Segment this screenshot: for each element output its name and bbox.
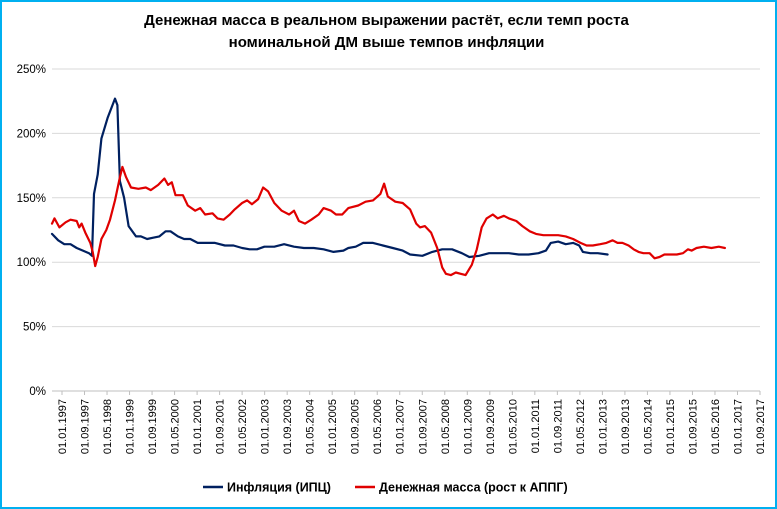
- x-tick-label: 01.09.1999: [147, 399, 159, 454]
- x-tick-label: 01.05.1998: [102, 399, 114, 454]
- series-line-2: [50, 165, 726, 277]
- x-tick-label: 01.09.2013: [620, 399, 632, 454]
- y-tick-label: 200%: [17, 128, 46, 140]
- x-tick-label: 01.01.2013: [597, 399, 609, 454]
- x-tick-label: 01.09.2005: [350, 399, 362, 454]
- x-tick-label: 01.01.2005: [327, 399, 339, 454]
- x-tick-label: 01.05.2012: [575, 399, 587, 454]
- x-tick-label: 01.01.1997: [57, 399, 69, 454]
- legend-label-2: Денежная масса (рост к АППГ): [379, 481, 568, 495]
- x-tick-label: 01.05.2000: [170, 399, 182, 454]
- x-tick-label: 01.01.2017: [732, 399, 744, 454]
- chart-title: Денежная масса в реальном выражении раст…: [0, 10, 773, 54]
- y-tick-label: 50%: [23, 322, 46, 334]
- series-lines: [50, 97, 726, 277]
- x-tick-label: 01.05.2004: [305, 399, 317, 454]
- x-tick-label: 01.05.2010: [507, 399, 519, 454]
- x-tick-label: 01.09.2001: [215, 399, 227, 454]
- x-tick-label: 01.05.2016: [710, 399, 722, 454]
- x-tick-label: 01.05.2002: [237, 399, 249, 454]
- x-tick-label: 01.09.2011: [552, 399, 564, 453]
- x-tick-label: 01.09.2003: [282, 399, 294, 454]
- x-tick-label: 01.01.2011: [530, 399, 542, 453]
- x-tick-label: 01.09.2009: [485, 399, 497, 454]
- y-tick-label: 100%: [17, 257, 46, 269]
- x-tick-label: 01.09.2015: [687, 399, 699, 454]
- chart-title-line-1: Денежная масса в реальном выражении раст…: [144, 12, 629, 29]
- legend-label-1: Инфляция (ИПЦ): [227, 481, 331, 495]
- x-tick-label: 01.01.2007: [395, 399, 407, 454]
- y-tick-label: 250%: [17, 64, 46, 76]
- x-tick-label: 01.05.2014: [642, 399, 654, 454]
- x-axis: 01.01.1997 01.09.1997 01.05.1998 01.01.1999…: [52, 390, 767, 454]
- chart-title-line-2: номинальной ДМ выше темпов инфляции: [228, 34, 545, 51]
- x-tick-label: 01.01.2009: [462, 399, 474, 454]
- x-tick-label: 01.01.1999: [125, 399, 137, 454]
- legend: Инфляция (ИПЦ) Денежная масса (рост к АПП…: [203, 481, 568, 495]
- x-tick-label: 01.09.2017: [755, 399, 767, 454]
- x-tick-label: 01.05.2006: [372, 399, 384, 454]
- x-tick-label: 01.09.2007: [417, 399, 429, 454]
- x-tick-label: 01.05.2008: [440, 399, 452, 454]
- x-tick-label: 01.01.2015: [665, 399, 677, 454]
- x-tick-label: 01.01.2003: [260, 399, 272, 454]
- series-line-1: [50, 97, 609, 259]
- x-tick-label: 01.09.1997: [80, 399, 92, 454]
- y-tick-label: 150%: [17, 193, 46, 205]
- y-tick-label: 0%: [29, 386, 46, 398]
- x-tick-label: 01.01.2001: [192, 399, 204, 454]
- gridlines: [52, 68, 760, 392]
- y-axis-ticks: 0% 50% 100% 150% 200% 250%: [17, 64, 46, 398]
